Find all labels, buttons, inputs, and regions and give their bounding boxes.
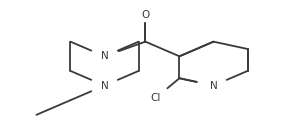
- Text: O: O: [141, 10, 150, 20]
- Text: N: N: [101, 51, 108, 61]
- Text: N: N: [101, 81, 108, 91]
- Text: N: N: [210, 81, 217, 91]
- Text: Cl: Cl: [151, 93, 161, 103]
